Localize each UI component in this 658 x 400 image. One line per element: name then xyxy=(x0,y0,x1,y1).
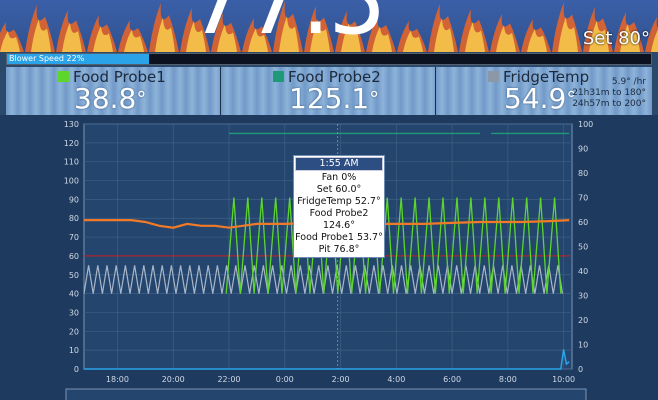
x-tick-label: 4:00 xyxy=(387,375,405,384)
flame-core xyxy=(589,20,609,52)
flame-core xyxy=(62,22,82,52)
blower-speed-fill xyxy=(7,54,149,64)
tooltip-line: Food Probe1 53.7° xyxy=(295,232,383,243)
flame-core xyxy=(527,28,547,52)
flame-core xyxy=(217,24,237,52)
flame-core xyxy=(124,29,144,52)
x-tick-label: 20:00 xyxy=(162,375,185,384)
y-left-tick-label: 0 xyxy=(74,365,79,374)
probe-value: 38.8° xyxy=(74,82,147,115)
pit-header: 77.5 Set 80° xyxy=(0,0,658,52)
y-right-tick-label: 40 xyxy=(578,267,588,276)
flame-core xyxy=(651,29,658,52)
y-left-tick-label: 30 xyxy=(69,308,79,317)
probe-value: 54.9° xyxy=(504,82,577,115)
flame-core xyxy=(186,21,206,52)
tooltip-line: Pit 76.8° xyxy=(318,244,360,255)
y-left-tick-label: 120 xyxy=(64,139,79,148)
x-tick-label: 2:00 xyxy=(332,375,350,384)
probe-rate: 5.9° /hr xyxy=(611,77,646,87)
tooltip-line: Set 60.0° xyxy=(316,184,362,195)
y-right-tick-label: 80 xyxy=(578,169,588,178)
probe-food-probe2[interactable]: Food Probe2 125.1° xyxy=(221,67,436,115)
probe-value: 125.1° xyxy=(289,82,380,115)
probe-eta-200: 24h57m to 200° xyxy=(572,99,646,109)
tooltip-line: Food Probe2 124.6° xyxy=(309,208,369,231)
flame-core xyxy=(93,26,113,52)
flame-core xyxy=(310,19,330,52)
probe-color-swatch xyxy=(58,71,69,82)
y-right-tick-label: 100 xyxy=(578,120,593,129)
flame-core xyxy=(620,24,640,52)
probe-name: Food Probe2 xyxy=(288,68,381,86)
y-left-tick-label: 20 xyxy=(69,327,79,336)
x-tick-label: 6:00 xyxy=(443,375,461,384)
flame-core xyxy=(279,16,299,52)
probe-fridge-temp[interactable]: FridgeTemp 54.9° 5.9° /hr 21h31m to 180°… xyxy=(436,67,652,115)
flame-core xyxy=(31,19,51,52)
flame-core xyxy=(434,18,454,52)
probe-eta-180: 21h31m to 180° xyxy=(572,88,646,98)
y-left-tick-label: 110 xyxy=(64,158,79,167)
y-right-tick-label: 0 xyxy=(578,365,583,374)
y-left-tick-label: 10 xyxy=(69,346,79,355)
x-tick-label: 0:00 xyxy=(276,375,294,384)
pit-temp-line xyxy=(84,219,570,229)
pit-temperature: 77.5 xyxy=(188,0,387,48)
probe-color-swatch xyxy=(273,71,284,82)
flames-background xyxy=(0,1,658,52)
x-tick-label: 18:00 xyxy=(106,375,129,384)
food-probe1-line xyxy=(225,197,562,294)
y-left-tick-label: 60 xyxy=(69,252,79,261)
y-right-tick-label: 70 xyxy=(578,194,588,203)
probe-name: FridgeTemp xyxy=(503,68,590,86)
y-right-tick-label: 60 xyxy=(578,218,588,227)
blower-speed-bar: Blower Speed 22% xyxy=(6,53,652,65)
tooltip-time: 1:55 AM xyxy=(295,157,383,171)
x-tick-label: 8:00 xyxy=(499,375,517,384)
tooltip-line: FridgeTemp 52.7° xyxy=(297,196,381,207)
y-right-tick-label: 90 xyxy=(578,145,588,154)
y-right-tick-label: 50 xyxy=(578,243,588,252)
chart-tooltip: 1:55 AM Fan 0% Set 60.0° FridgeTemp 52.7° F… xyxy=(293,155,385,258)
flame-core xyxy=(403,30,423,52)
y-right-tick-label: 30 xyxy=(578,292,588,301)
y-left-tick-label: 100 xyxy=(64,177,79,186)
x-tick-label: 10:00 xyxy=(552,375,575,384)
x-tick-label: 22:00 xyxy=(217,375,240,384)
blower-speed-label: Blower Speed 22% xyxy=(9,54,85,63)
y-left-tick-label: 40 xyxy=(69,290,79,299)
tooltip-line: Fan 0% xyxy=(321,172,357,183)
y-left-tick-label: 130 xyxy=(64,120,79,129)
flame-core xyxy=(465,21,485,52)
y-right-tick-label: 20 xyxy=(578,316,588,325)
y-left-tick-label: 70 xyxy=(69,233,79,242)
probe-food-probe1[interactable]: Food Probe1 38.8° xyxy=(6,67,221,115)
probe-name: Food Probe1 xyxy=(73,68,166,86)
flame-core xyxy=(341,23,361,52)
flame-core xyxy=(496,25,516,52)
setpoint-label[interactable]: Set 80° xyxy=(582,28,650,49)
range-selector xyxy=(65,388,587,400)
y-left-tick-label: 50 xyxy=(69,271,79,280)
flame-core xyxy=(558,17,578,52)
y-right-tick-label: 10 xyxy=(578,341,588,350)
fan-line xyxy=(84,349,570,370)
probe-color-swatch xyxy=(488,71,499,82)
y-left-tick-label: 80 xyxy=(69,214,79,223)
flame-core xyxy=(155,17,175,52)
y-left-tick-label: 90 xyxy=(69,195,79,204)
flame-core xyxy=(0,31,20,52)
flame-core xyxy=(248,28,268,52)
probe-panel: Food Probe1 38.8° Food Probe2 125.1° Fri… xyxy=(6,67,652,115)
flame-core xyxy=(372,26,392,52)
